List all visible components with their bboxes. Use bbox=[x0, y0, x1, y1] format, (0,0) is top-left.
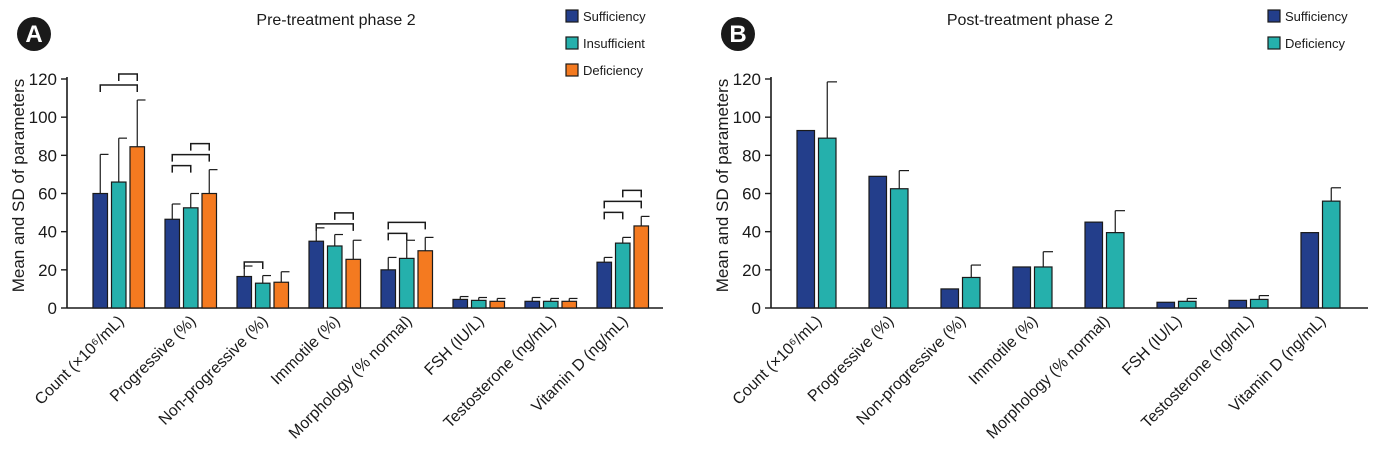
bar-sufficiency-1 bbox=[868, 175, 888, 309]
bar-deficiency-7 bbox=[633, 225, 650, 309]
bar-sufficiency-0 bbox=[796, 129, 816, 309]
chart-title: Post-treatment phase 2 bbox=[947, 12, 1113, 29]
bar-sufficiency-3 bbox=[1012, 266, 1032, 309]
bar-sufficiency-5 bbox=[452, 298, 469, 309]
significance-bracket bbox=[171, 153, 210, 162]
y-tick-label: 80 bbox=[742, 146, 761, 165]
y-tick-label: 80 bbox=[38, 146, 57, 165]
bar-deficiency-7 bbox=[1321, 200, 1341, 309]
bar-deficiency-3 bbox=[345, 258, 362, 309]
x-tick-label: Immotile (%) bbox=[268, 313, 344, 389]
y-tick-label: 60 bbox=[742, 185, 761, 204]
y-tick-label: 20 bbox=[742, 261, 761, 280]
significance-bracket bbox=[603, 211, 624, 220]
legend-label: Deficiency bbox=[1285, 36, 1345, 51]
significance-bracket bbox=[603, 200, 642, 209]
bar-sufficiency-3 bbox=[308, 240, 325, 309]
bar-sufficiency-7 bbox=[1300, 232, 1320, 309]
x-tick-label: Morphology (% normal) bbox=[286, 313, 416, 443]
panel-badge bbox=[17, 17, 51, 51]
significance-bracket bbox=[190, 142, 210, 151]
bar-sufficiency-0 bbox=[92, 192, 109, 309]
x-tick-label: FSH (IU/L) bbox=[1119, 313, 1185, 379]
bar-sufficiency-2 bbox=[236, 275, 253, 309]
y-tick-label: 120 bbox=[29, 70, 57, 89]
bar-deficiency-4 bbox=[417, 250, 434, 309]
significance-bracket bbox=[387, 232, 408, 241]
bar-deficiency-1 bbox=[201, 192, 218, 309]
bar-insufficient-6 bbox=[542, 300, 559, 309]
bar-sufficiency-2 bbox=[940, 288, 960, 309]
bar-deficiency-0 bbox=[817, 137, 837, 309]
legend-label: Sufficiency bbox=[583, 9, 646, 24]
bar-insufficient-2 bbox=[254, 282, 271, 309]
legend-label: Insufficient bbox=[583, 36, 645, 51]
bar-deficiency-4 bbox=[1105, 232, 1125, 309]
significance-bracket bbox=[622, 189, 642, 198]
bar-deficiency-1 bbox=[889, 188, 909, 309]
y-tick-label: 100 bbox=[733, 108, 761, 127]
legend-swatch-deficiency bbox=[565, 63, 579, 77]
significance-bracket bbox=[118, 73, 138, 81]
legend-label: Deficiency bbox=[583, 63, 643, 78]
bar-insufficient-0 bbox=[110, 181, 127, 309]
panel-label: B bbox=[729, 21, 746, 48]
bar-insufficient-5 bbox=[470, 299, 487, 309]
bar-deficiency-2 bbox=[961, 276, 981, 309]
x-tick-label: Immotile (%) bbox=[966, 313, 1042, 389]
bar-insufficient-3 bbox=[326, 245, 343, 309]
bar-sufficiency-5 bbox=[1156, 301, 1176, 309]
y-tick-label: 0 bbox=[752, 299, 761, 318]
legend-label: Sufficiency bbox=[1285, 9, 1348, 24]
significance-bracket bbox=[243, 261, 264, 270]
significance-bracket bbox=[99, 84, 138, 92]
significance-bracket bbox=[334, 212, 354, 220]
bar-deficiency-0 bbox=[129, 146, 146, 309]
bar-sufficiency-6 bbox=[1228, 299, 1248, 309]
legend-swatch-sufficiency bbox=[1267, 9, 1281, 23]
significance-bracket bbox=[315, 223, 354, 231]
significance-bracket bbox=[171, 164, 192, 173]
y-tick-label: 120 bbox=[733, 70, 761, 89]
x-tick-label: FSH (IU/L) bbox=[421, 313, 487, 379]
y-tick-label: 20 bbox=[38, 261, 57, 280]
y-axis-label: Mean and SD of parameters bbox=[9, 79, 28, 293]
bar-deficiency-3 bbox=[1033, 266, 1053, 309]
chart-panel-a: A Pre-treatment phase 2 0 20 40 60 80 100 120Mea… bbox=[9, 9, 663, 442]
legend-swatch-insufficient bbox=[565, 36, 579, 50]
bar-insufficient-1 bbox=[182, 207, 199, 309]
bar-insufficient-7 bbox=[614, 242, 631, 309]
legend-swatch-sufficiency bbox=[565, 9, 579, 23]
y-tick-label: 40 bbox=[742, 223, 761, 242]
chart-title: Pre-treatment phase 2 bbox=[256, 12, 415, 29]
bar-sufficiency-6 bbox=[524, 300, 541, 309]
bar-insufficient-4 bbox=[398, 257, 415, 309]
panel-badge bbox=[721, 17, 755, 51]
panel-label: A bbox=[25, 21, 42, 48]
bar-deficiency-6 bbox=[1249, 298, 1269, 309]
bar-deficiency-2 bbox=[273, 281, 290, 309]
y-axis-label: Mean and SD of parameters bbox=[713, 79, 732, 293]
significance-bracket bbox=[387, 221, 426, 230]
y-tick-label: 0 bbox=[48, 299, 57, 318]
y-tick-label: 60 bbox=[38, 185, 57, 204]
bar-sufficiency-7 bbox=[596, 261, 613, 309]
x-tick-label: Morphology (% normal) bbox=[984, 313, 1114, 443]
y-tick-label: 40 bbox=[38, 223, 57, 242]
y-tick-label: 100 bbox=[29, 108, 57, 127]
bar-deficiency-6 bbox=[561, 300, 578, 309]
bar-deficiency-5 bbox=[1177, 300, 1197, 309]
bar-sufficiency-1 bbox=[164, 218, 181, 309]
legend-swatch-deficiency bbox=[1267, 36, 1281, 50]
bar-sufficiency-4 bbox=[1084, 221, 1104, 309]
bar-deficiency-5 bbox=[489, 300, 506, 309]
bar-sufficiency-4 bbox=[380, 269, 397, 309]
chart-panel-b: B Post-treatment phase 2 0 20 40 60 80 100 120Me… bbox=[713, 9, 1368, 442]
